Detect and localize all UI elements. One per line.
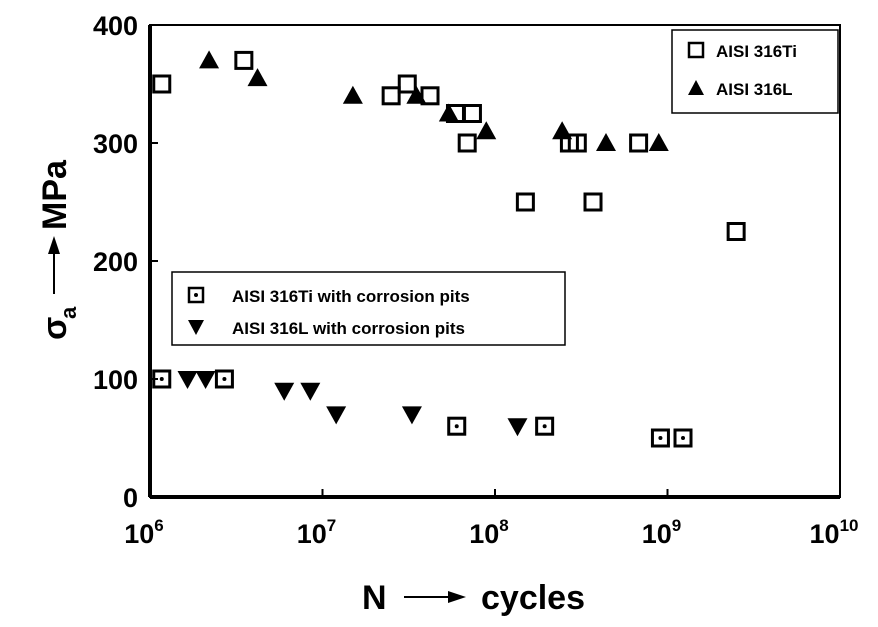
data-point-square — [650, 428, 670, 448]
data-point-square — [420, 86, 440, 106]
data-point-square — [152, 369, 172, 389]
x-tick-label: 109 — [642, 516, 682, 549]
y-tick-label: 400 — [93, 11, 138, 41]
x-tick-label: 1010 — [810, 516, 859, 549]
x-tick-label: 108 — [469, 516, 509, 549]
x-tick-base: 10 — [642, 519, 672, 549]
x-tick-base: 10 — [469, 519, 499, 549]
y-axis-unit: MPa — [36, 159, 74, 230]
x-tick-exponent: 6 — [154, 516, 163, 535]
legend-marker-dot — [194, 293, 198, 297]
data-point-square — [673, 428, 693, 448]
legend-top-right: AISI 316Ti AISI 316L — [671, 29, 839, 114]
data-point-triangle-up — [199, 50, 220, 69]
data-point-triangle-up — [476, 121, 497, 140]
data-point-square — [234, 50, 254, 70]
series-1 — [199, 50, 669, 151]
y-axis-symbol: σ — [36, 317, 74, 340]
data-point-triangle-down — [274, 382, 295, 401]
data-point-triangle-up — [552, 121, 573, 140]
y-axis-subscript: a — [56, 306, 81, 319]
data-point-dot — [222, 377, 227, 381]
data-point-triangle-up — [648, 133, 669, 151]
data-point-square — [583, 192, 603, 212]
data-point-triangle-down — [195, 371, 216, 389]
data-point-triangle-up — [595, 133, 616, 151]
y-tick-label: 200 — [93, 247, 138, 277]
series-2 — [152, 369, 693, 448]
x-tick-exponent: 10 — [840, 516, 859, 535]
x-axis-label: N cycles — [362, 579, 585, 617]
data-point-triangle-down — [326, 406, 347, 425]
y-axis-arrowhead — [48, 236, 60, 254]
x-axis-arrowhead — [448, 591, 466, 603]
x-tick-exponent: 8 — [499, 516, 508, 535]
legend-label-316ti-pits: AISI 316Ti with corrosion pits — [232, 287, 470, 306]
x-axis-unit: cycles — [481, 579, 585, 617]
data-point-square — [214, 369, 234, 389]
series-0 — [152, 50, 746, 241]
legend-marker-dotted-square — [187, 286, 205, 304]
legend-marker-triangle-down — [188, 320, 204, 335]
data-point-square — [381, 86, 401, 106]
data-point-triangle-up — [438, 103, 459, 122]
series-3 — [177, 371, 528, 437]
data-point-square — [515, 192, 535, 212]
data-point-square — [457, 133, 477, 153]
legend-label-316ti: AISI 316Ti — [716, 42, 797, 61]
x-tick-base: 10 — [297, 519, 327, 549]
data-point-square — [535, 416, 555, 436]
data-point-triangle-down — [177, 371, 198, 389]
x-tick-base: 10 — [124, 519, 154, 549]
legend-marker-open-square — [687, 41, 705, 59]
data-point-dot — [681, 436, 686, 440]
data-point-square — [447, 416, 467, 436]
x-axis-symbol: N — [362, 579, 387, 617]
data-point-square — [152, 74, 172, 94]
legend-marker-triangle-up — [688, 80, 704, 95]
x-tick-label: 106 — [124, 516, 164, 549]
data-point-triangle-up — [406, 85, 427, 104]
x-tick-exponent: 7 — [327, 516, 336, 535]
x-tick-label: 107 — [297, 516, 337, 549]
y-tick-label: 0 — [123, 483, 138, 513]
data-point-dot — [454, 424, 459, 429]
data-point-triangle-up — [247, 68, 268, 87]
data-point-square — [567, 133, 587, 153]
data-point-triangle-up — [342, 85, 363, 104]
y-tick-label: 100 — [93, 365, 138, 395]
data-point-square — [726, 222, 746, 241]
data-point-dot — [542, 424, 547, 429]
legend-label-316l-pits: AISI 316L with corrosion pits — [232, 319, 465, 338]
data-point-triangle-down — [401, 406, 422, 425]
data-point-dot — [658, 436, 663, 440]
data-point-triangle-down — [300, 382, 321, 401]
legend-center-left: AISI 316Ti with corrosion pits AISI 316L… — [171, 271, 566, 346]
y-axis-label: σ a MPa — [36, 159, 81, 340]
data-point-triangle-down — [507, 418, 528, 437]
data-point-square — [462, 104, 482, 123]
x-tick-base: 10 — [810, 519, 840, 549]
y-tick-label: 300 — [93, 129, 138, 159]
data-point-square — [629, 133, 649, 153]
legend-label-316l: AISI 316L — [716, 80, 793, 99]
data-point-square — [397, 74, 417, 94]
data-point-dot — [159, 377, 164, 381]
x-tick-exponent: 9 — [672, 516, 681, 535]
